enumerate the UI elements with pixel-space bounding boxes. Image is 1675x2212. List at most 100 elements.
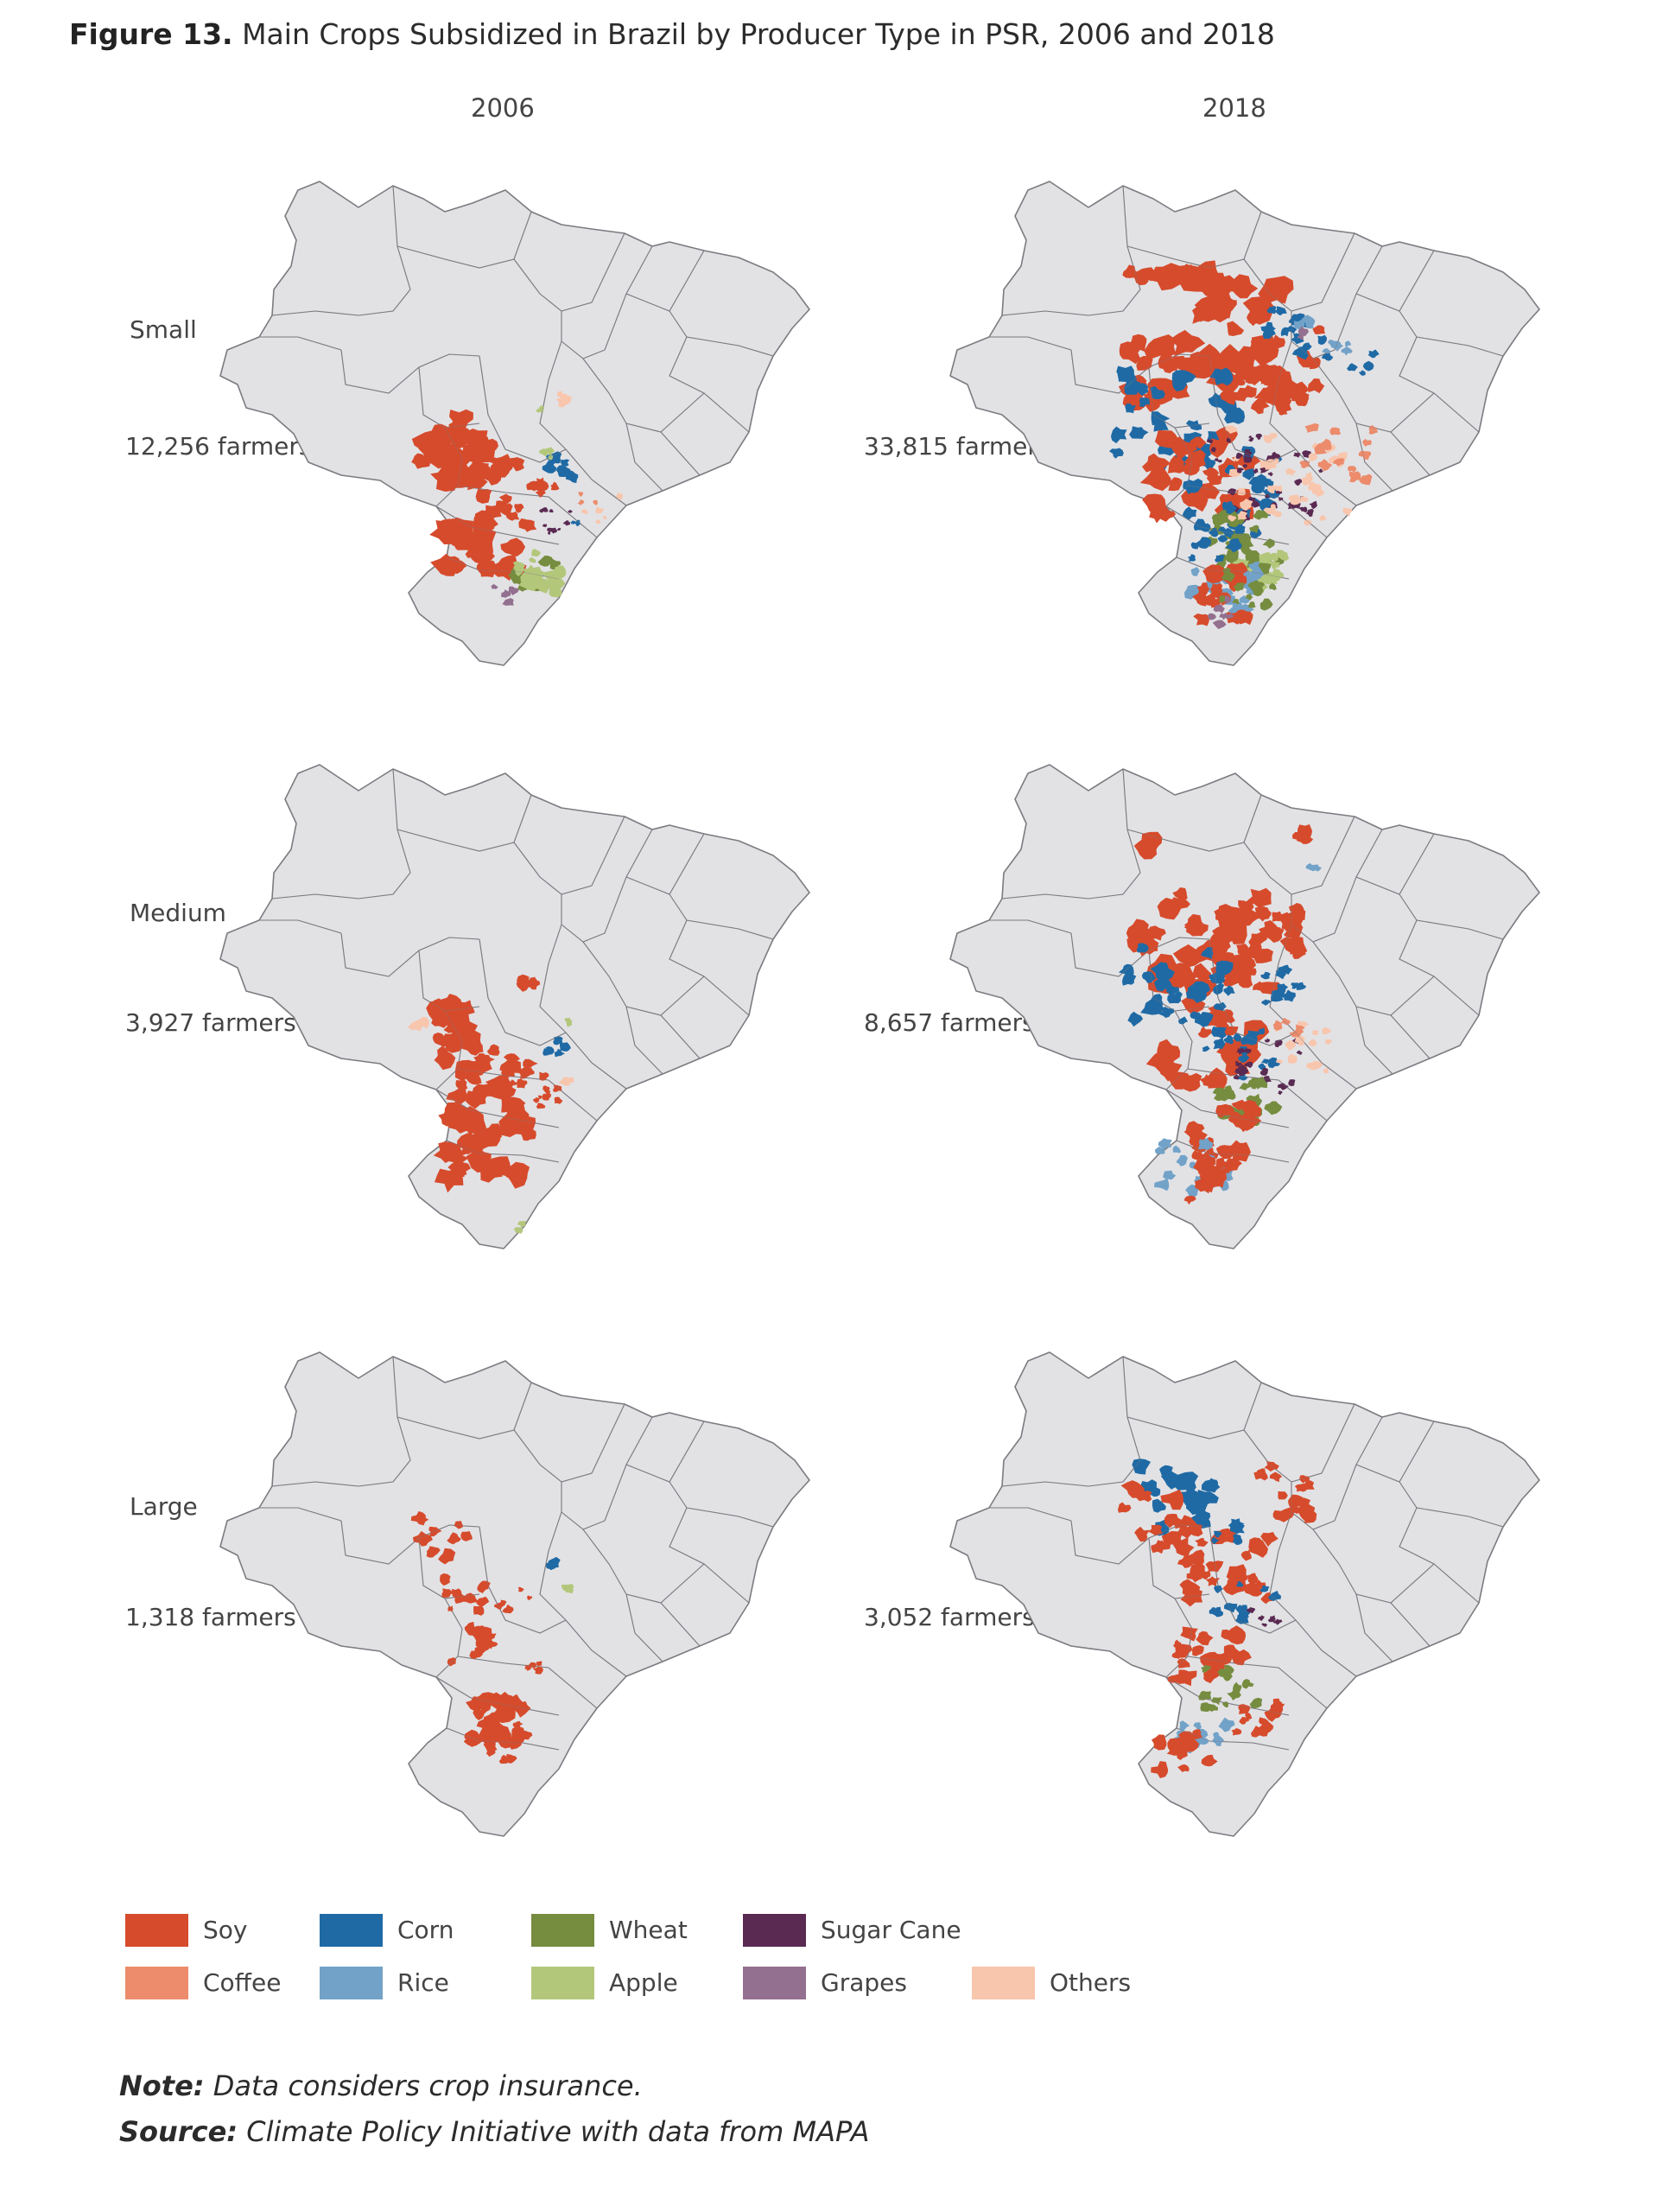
brazil-outline [949, 181, 1540, 666]
state-border [1355, 250, 1435, 312]
others-patch [1305, 472, 1312, 479]
corn-patch [1211, 1536, 1220, 1544]
soy-patch [476, 1596, 490, 1607]
figure-title-text: Main Crops Subsidized in Brazil by Produ… [242, 17, 1275, 51]
state-border [539, 340, 567, 450]
rice-patch [1176, 1154, 1188, 1166]
state-border [479, 938, 567, 1046]
apple-patch [517, 1221, 527, 1228]
state-border [1176, 1727, 1290, 1751]
corn-patch [1116, 365, 1138, 382]
soy-patch [1200, 1651, 1220, 1668]
state-border [1070, 1520, 1210, 1565]
soy-patch [1230, 609, 1249, 622]
state-border [479, 938, 567, 1046]
wheat-patch [1245, 593, 1253, 601]
rice-patch [1248, 561, 1261, 571]
soy-patch [441, 1588, 454, 1598]
corn-patch [1196, 537, 1211, 549]
corn-patch [1259, 1585, 1270, 1592]
soy-patch [1226, 1564, 1248, 1583]
corn-patch [565, 470, 579, 484]
state-border [446, 1140, 560, 1163]
brazil-outline [219, 764, 810, 1249]
soy-patch [499, 1599, 507, 1606]
corn-patch [1215, 555, 1225, 563]
others-patch [1294, 1036, 1305, 1046]
soy-patch [454, 1592, 468, 1604]
rice-patch [1300, 317, 1309, 323]
corn-patch [1140, 1479, 1157, 1495]
soy-patch [1174, 1643, 1193, 1658]
crop-patches [1109, 260, 1380, 630]
state-border [625, 833, 705, 895]
others-patch [1267, 485, 1277, 494]
others-patch [1324, 1039, 1333, 1045]
source-text: Climate Policy Initiative with data from… [246, 2115, 870, 2148]
soy-patch [1147, 925, 1166, 941]
row-label-small: Small [130, 315, 197, 344]
state-border [1355, 1006, 1393, 1075]
legend-swatch-apple [531, 1967, 594, 1999]
soy-patch [1296, 833, 1314, 844]
soy-patch [494, 1726, 512, 1742]
state-border [1295, 448, 1357, 506]
state-border [418, 950, 480, 1012]
rice-patch [1344, 340, 1351, 347]
wheat-patch [1221, 569, 1235, 582]
legend-label-rice: Rice [397, 1968, 449, 1997]
corn-patch [1247, 1030, 1259, 1041]
apple-patch [531, 549, 542, 557]
soy-patch [1192, 1645, 1204, 1656]
others-patch [558, 1077, 571, 1086]
soy-patch [460, 1531, 473, 1541]
corn-patch [1362, 360, 1374, 370]
corn-patch [569, 520, 575, 524]
map-small-2018 [949, 164, 1572, 717]
sugar-cane-patch [1259, 1615, 1265, 1620]
soy-patch [1204, 1172, 1227, 1188]
wheat-patch [1249, 524, 1259, 534]
grapes-patch [1219, 613, 1228, 620]
soy-patch [1231, 1728, 1242, 1736]
corn-patch [1122, 972, 1137, 986]
sugar-cane-patch [1317, 468, 1323, 474]
column-header-2006: 2006 [471, 93, 535, 123]
soy-patch [483, 1740, 498, 1753]
figure-title: Figure 13. Main Crops Subsidized in Braz… [69, 17, 1275, 51]
sugar-cane-patch [1210, 447, 1216, 453]
soy-patch [1167, 355, 1190, 372]
apple-patch [1276, 550, 1290, 562]
state-border [1355, 1593, 1393, 1662]
state-border [1148, 1537, 1210, 1599]
soy-patch [429, 998, 450, 1014]
soy-patch [1232, 387, 1250, 402]
soy-patch [1277, 1507, 1294, 1520]
state-borders [989, 1356, 1504, 1751]
grapes-patch [1208, 613, 1216, 620]
state-border [1209, 355, 1297, 463]
corn-patch [1237, 1073, 1248, 1081]
others-patch [1287, 1053, 1297, 1064]
sugar-cane-patch [1226, 437, 1231, 443]
corn-patch [1317, 334, 1327, 346]
state-border [340, 932, 480, 977]
soy-patch [439, 1008, 463, 1030]
corn-patch [1132, 1459, 1152, 1475]
grapes-patch [501, 592, 507, 598]
state-border [1001, 185, 1141, 316]
soy-patch [1291, 386, 1310, 402]
soy-patch [1227, 1625, 1247, 1645]
soy-patch [1253, 1468, 1268, 1481]
wheat-patch [1222, 568, 1231, 575]
soy-patch [435, 427, 456, 443]
sugar-cane-patch [1309, 500, 1317, 510]
soy-patch [1222, 1026, 1239, 1036]
corn-patch [1140, 999, 1164, 1015]
state-border [1070, 932, 1210, 977]
sugar-cane-patch [562, 520, 570, 526]
soy-patch [1180, 1626, 1198, 1642]
state-border [625, 1593, 663, 1662]
state-border [435, 1010, 463, 1090]
sugar-cane-patch [1207, 439, 1213, 444]
